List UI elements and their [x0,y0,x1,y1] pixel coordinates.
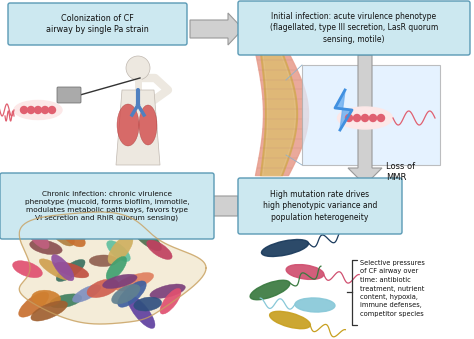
Circle shape [27,106,35,114]
Ellipse shape [49,294,82,308]
Ellipse shape [31,301,67,321]
Ellipse shape [139,105,157,145]
FancyBboxPatch shape [0,173,214,239]
Ellipse shape [111,284,140,304]
Ellipse shape [18,292,49,317]
Ellipse shape [30,240,62,255]
Ellipse shape [129,222,162,251]
Ellipse shape [115,273,154,291]
Ellipse shape [107,241,130,261]
Ellipse shape [250,280,290,300]
Circle shape [126,56,150,80]
Ellipse shape [32,290,61,306]
Ellipse shape [117,104,139,146]
Ellipse shape [286,264,324,279]
FancyBboxPatch shape [302,65,440,165]
Ellipse shape [37,207,72,230]
Ellipse shape [126,217,156,234]
Polygon shape [348,55,382,185]
Ellipse shape [87,279,118,298]
Ellipse shape [128,296,155,328]
Polygon shape [335,90,352,130]
Ellipse shape [270,311,310,329]
Ellipse shape [73,285,100,302]
Ellipse shape [262,240,309,257]
Ellipse shape [106,256,127,280]
Circle shape [354,115,361,121]
Ellipse shape [134,297,162,311]
Circle shape [20,106,27,114]
Ellipse shape [150,284,185,298]
Polygon shape [137,185,238,227]
Text: Colonization of CF
airway by single Pa strain: Colonization of CF airway by single Pa s… [46,14,149,34]
Ellipse shape [55,216,87,240]
Circle shape [42,106,48,114]
Circle shape [362,115,368,121]
Ellipse shape [146,240,172,259]
Ellipse shape [27,226,49,249]
Ellipse shape [108,235,133,264]
Circle shape [48,106,55,114]
FancyBboxPatch shape [238,178,402,234]
Ellipse shape [295,298,335,312]
Text: High mutation rate drives
high phenotypic variance and
population heterogeneity: High mutation rate drives high phenotypi… [263,190,377,222]
Ellipse shape [30,216,71,233]
Text: Selective pressures
of CF airway over
time: antibiotic
treatment, nutrient
conte: Selective pressures of CF airway over ti… [360,260,425,317]
Ellipse shape [337,107,392,129]
Ellipse shape [52,255,74,281]
Polygon shape [190,13,243,45]
Circle shape [35,106,42,114]
Ellipse shape [47,219,74,246]
Ellipse shape [14,100,62,120]
Ellipse shape [102,274,137,288]
Ellipse shape [13,261,42,278]
Ellipse shape [83,207,115,236]
Circle shape [346,115,353,121]
Ellipse shape [55,262,89,278]
Ellipse shape [61,226,85,247]
Text: Initial infection: acute virulence phenotype
(flagellated, type III secretion, L: Initial infection: acute virulence pheno… [270,12,438,44]
Ellipse shape [42,222,74,238]
Ellipse shape [160,288,181,314]
Ellipse shape [39,259,71,280]
Ellipse shape [56,259,85,281]
Ellipse shape [118,281,146,307]
Ellipse shape [89,255,118,266]
Polygon shape [19,212,206,324]
Text: Loss of
MMR: Loss of MMR [386,162,415,182]
Text: Chronic infection: chronic virulence
phenotype (mucoid, forms biofilm, immotile,: Chronic infection: chronic virulence phe… [25,191,189,221]
FancyBboxPatch shape [238,1,470,55]
Polygon shape [116,90,160,165]
FancyBboxPatch shape [8,3,187,45]
Circle shape [370,115,376,121]
FancyBboxPatch shape [57,87,81,103]
Circle shape [377,115,384,121]
